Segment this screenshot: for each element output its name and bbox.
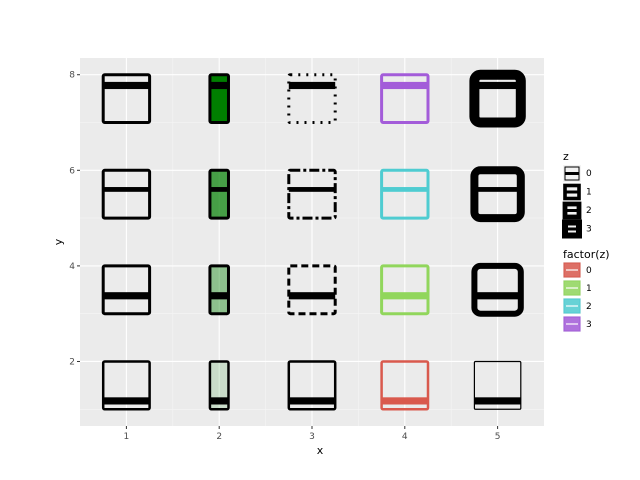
tile (208, 168, 230, 220)
legend-label-z: 0 (586, 169, 592, 179)
tile (473, 360, 522, 410)
tile (287, 264, 337, 316)
legend-key-band (565, 172, 579, 175)
legend-key-band (565, 190, 579, 194)
tiles (101, 69, 526, 411)
tile (101, 264, 152, 316)
tile-inner-band (474, 292, 521, 300)
legend-key-highlight (566, 305, 578, 307)
tile-inner-band (288, 187, 336, 192)
y-axis-label: y (52, 238, 65, 245)
tile-inner-band (209, 397, 229, 405)
tile-inner-band (209, 187, 229, 192)
legend-label-factor-z: 0 (586, 266, 592, 276)
tile (101, 168, 152, 220)
x-tick-label: 4 (402, 432, 408, 442)
y-tick-label: 6 (69, 166, 75, 176)
tile-fill (209, 265, 229, 314)
x-tick-label: 2 (216, 432, 222, 442)
tile-inner-band (103, 187, 150, 192)
tile (101, 360, 151, 411)
tile-inner-band (381, 397, 428, 405)
tile-fill (209, 170, 229, 219)
legend-key-highlight (566, 323, 578, 325)
tile (380, 264, 430, 316)
legend-title-factor-z: factor(z) (563, 248, 610, 261)
tile-inner-band (103, 81, 150, 90)
legend-label-z: 1 (586, 188, 592, 198)
legend-title-z: z (563, 150, 569, 163)
tile (287, 360, 337, 411)
x-tick-label: 3 (309, 432, 315, 442)
axes: 1 2 3 4 5 2 4 6 8 (69, 71, 500, 442)
tile-inner-band (288, 81, 336, 90)
y-tick-label: 4 (69, 262, 75, 272)
tile (287, 73, 337, 125)
y-tick-label: 2 (69, 357, 75, 367)
tile (287, 168, 337, 220)
tile-inner-band (103, 292, 150, 300)
tile-inner-band (288, 292, 336, 300)
legend-label-factor-z: 3 (586, 320, 592, 330)
tile-inner-band (209, 292, 229, 300)
legend-label-factor-z: 1 (586, 284, 592, 294)
tile (470, 166, 525, 223)
legend-key-band (565, 209, 579, 212)
legends: z 0 1 2 3 factor(z) 0 1 2 3 (562, 150, 610, 332)
tile (208, 360, 230, 411)
x-tick-label: 1 (124, 432, 130, 442)
tile-inner-band (474, 81, 521, 90)
tile-inner-band (381, 292, 428, 300)
legend-key-highlight (566, 269, 578, 271)
legend-label-z: 3 (586, 225, 592, 235)
x-tick-label: 5 (495, 432, 501, 442)
legend-label-factor-z: 2 (586, 302, 592, 312)
tile (380, 168, 430, 220)
tile-inner-band (209, 81, 229, 90)
tile (208, 73, 230, 125)
tile-inner-band (381, 187, 428, 192)
legend-key-highlight (566, 287, 578, 289)
y-tick-label: 8 (69, 71, 75, 81)
tile-inner-band (474, 397, 521, 405)
tile-inner-band (474, 187, 521, 192)
tile (101, 73, 152, 125)
tile-inner-band (288, 397, 336, 405)
tile (471, 262, 524, 317)
legend-key-band (565, 227, 579, 231)
tile (380, 360, 430, 411)
x-axis-label: x (317, 444, 324, 457)
tile-inner-band (103, 397, 150, 405)
legend-label-z: 2 (586, 206, 592, 216)
tile (380, 73, 430, 125)
tile-inner-band (381, 81, 428, 90)
tile (208, 264, 230, 316)
tile (469, 69, 526, 128)
